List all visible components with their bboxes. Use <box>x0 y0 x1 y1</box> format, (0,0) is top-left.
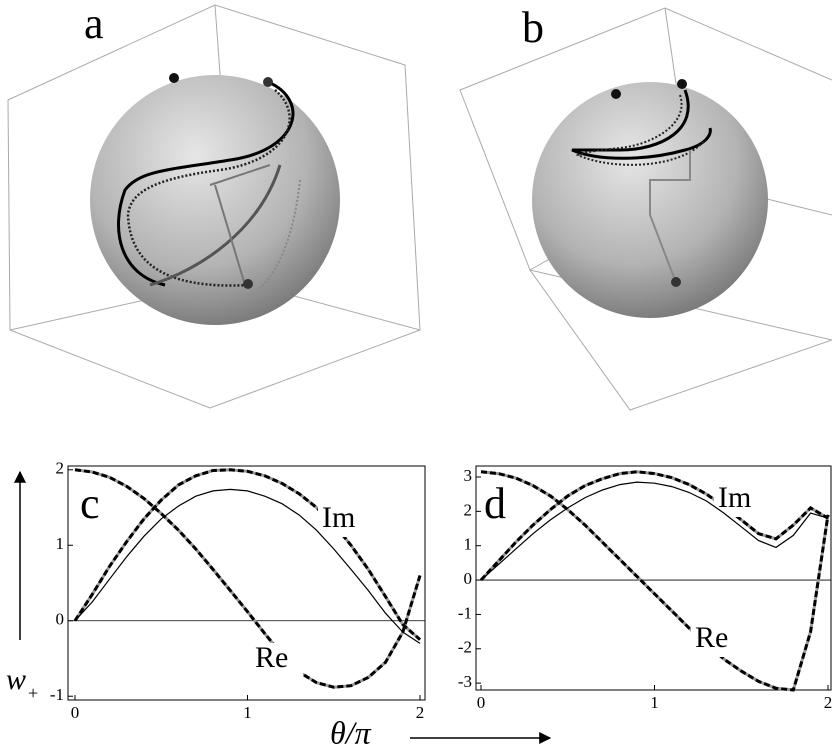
y-tick-label: 3 <box>464 466 473 485</box>
x-tick-label: 2 <box>416 703 425 722</box>
sphere-a <box>90 75 340 325</box>
x-tick-label: 2 <box>824 693 832 712</box>
y-tick-label: -1 <box>458 603 472 622</box>
series-label: Im <box>718 481 751 514</box>
y-tick-label: 0 <box>56 610 65 629</box>
y-tick-label: -2 <box>458 638 472 657</box>
trajectories-b <box>571 89 712 281</box>
x-tick-label: 1 <box>243 703 252 722</box>
series-line <box>74 488 421 644</box>
series-label: Re <box>255 641 288 674</box>
point <box>671 277 681 287</box>
plot-frame <box>475 465 832 691</box>
point <box>611 89 621 99</box>
point <box>243 279 253 289</box>
y-tick-label: 1 <box>464 535 473 554</box>
y-axis-label-sub: + <box>28 683 38 703</box>
series-line <box>74 468 422 689</box>
panel-label: c <box>80 479 100 528</box>
x-tick-label: 1 <box>650 693 659 712</box>
series-line <box>73 468 421 641</box>
x-tick-label: 0 <box>477 693 486 712</box>
y-axis-label: w <box>6 663 26 696</box>
series-label: Re <box>695 621 728 654</box>
panel-label: d <box>484 479 506 528</box>
y-tick-label: 0 <box>464 569 473 588</box>
x-axis-label: θ/π <box>330 714 372 750</box>
point <box>169 73 179 83</box>
label-bg <box>318 503 370 537</box>
point <box>263 77 273 87</box>
y-tick-label: 1 <box>56 534 65 553</box>
series-line <box>480 481 829 581</box>
point <box>677 79 687 89</box>
plot-frame <box>67 465 426 701</box>
series-line <box>479 470 829 582</box>
panel-label: b <box>522 3 544 52</box>
y-tick-label: 2 <box>464 500 473 519</box>
label-bg <box>691 623 743 657</box>
series-shadow <box>74 468 422 689</box>
y-tick-label: -3 <box>458 672 472 691</box>
panel-label: a <box>84 0 104 48</box>
y-tick-label: 2 <box>56 459 65 478</box>
series-label: Im <box>322 501 355 534</box>
label-bg <box>714 483 766 517</box>
label-bg <box>251 643 303 677</box>
trajectories-a <box>117 80 301 289</box>
series-shadow <box>480 470 830 692</box>
series-line <box>480 470 830 692</box>
series-shadow <box>73 468 421 641</box>
y-tick-label: -1 <box>50 685 64 704</box>
x-tick-label: 0 <box>71 703 80 722</box>
